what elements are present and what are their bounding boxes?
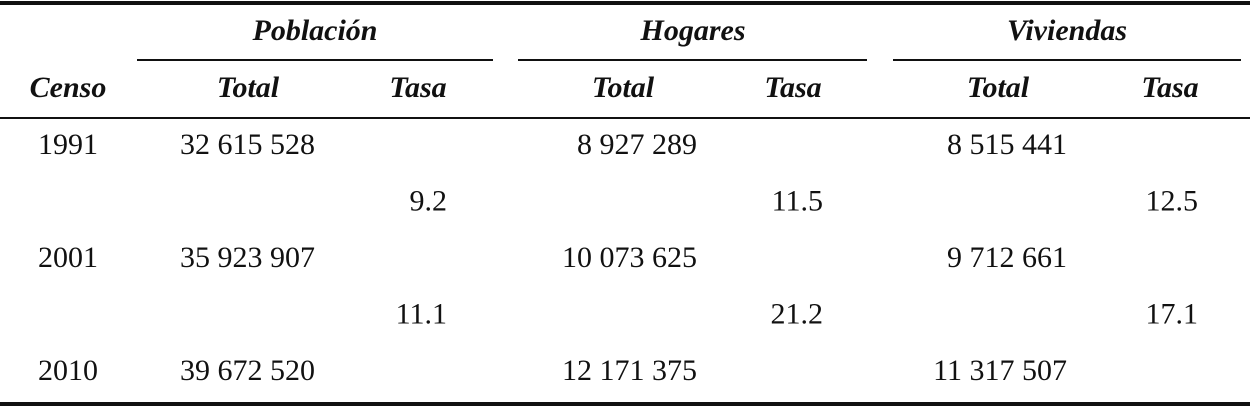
column-header: Total — [967, 71, 1030, 104]
column-header: Tasa — [389, 71, 446, 104]
cell: 12 171 375 — [562, 354, 697, 387]
cell: 2001 — [38, 241, 98, 274]
column-header: Tasa — [764, 71, 821, 104]
cell: 8 927 289 — [577, 128, 697, 161]
cell: 2010 — [38, 354, 98, 387]
column-header: Total — [592, 71, 655, 104]
group-header: Viviendas — [1007, 14, 1127, 47]
cell: 8 515 441 — [947, 128, 1067, 161]
cell: 1991 — [38, 128, 98, 161]
cell: 9.2 — [410, 184, 448, 217]
cell: 10 073 625 — [562, 241, 697, 274]
cell: 39 672 520 — [180, 354, 315, 387]
cell: 11.1 — [396, 297, 447, 330]
column-header: Censo — [30, 71, 107, 104]
column-header: Total — [217, 71, 280, 104]
cell: 9 712 661 — [947, 241, 1067, 274]
cell: 12.5 — [1146, 184, 1199, 217]
cell: 11 317 507 — [933, 354, 1067, 387]
group-header: Población — [252, 14, 378, 47]
cell: 35 923 907 — [180, 241, 315, 274]
cell: 17.1 — [1146, 297, 1199, 330]
cell: 11.5 — [772, 184, 823, 217]
column-header: Tasa — [1141, 71, 1198, 104]
group-header: Hogares — [640, 14, 746, 47]
cell: 32 615 528 — [180, 128, 315, 161]
cell: 21.2 — [771, 297, 824, 330]
